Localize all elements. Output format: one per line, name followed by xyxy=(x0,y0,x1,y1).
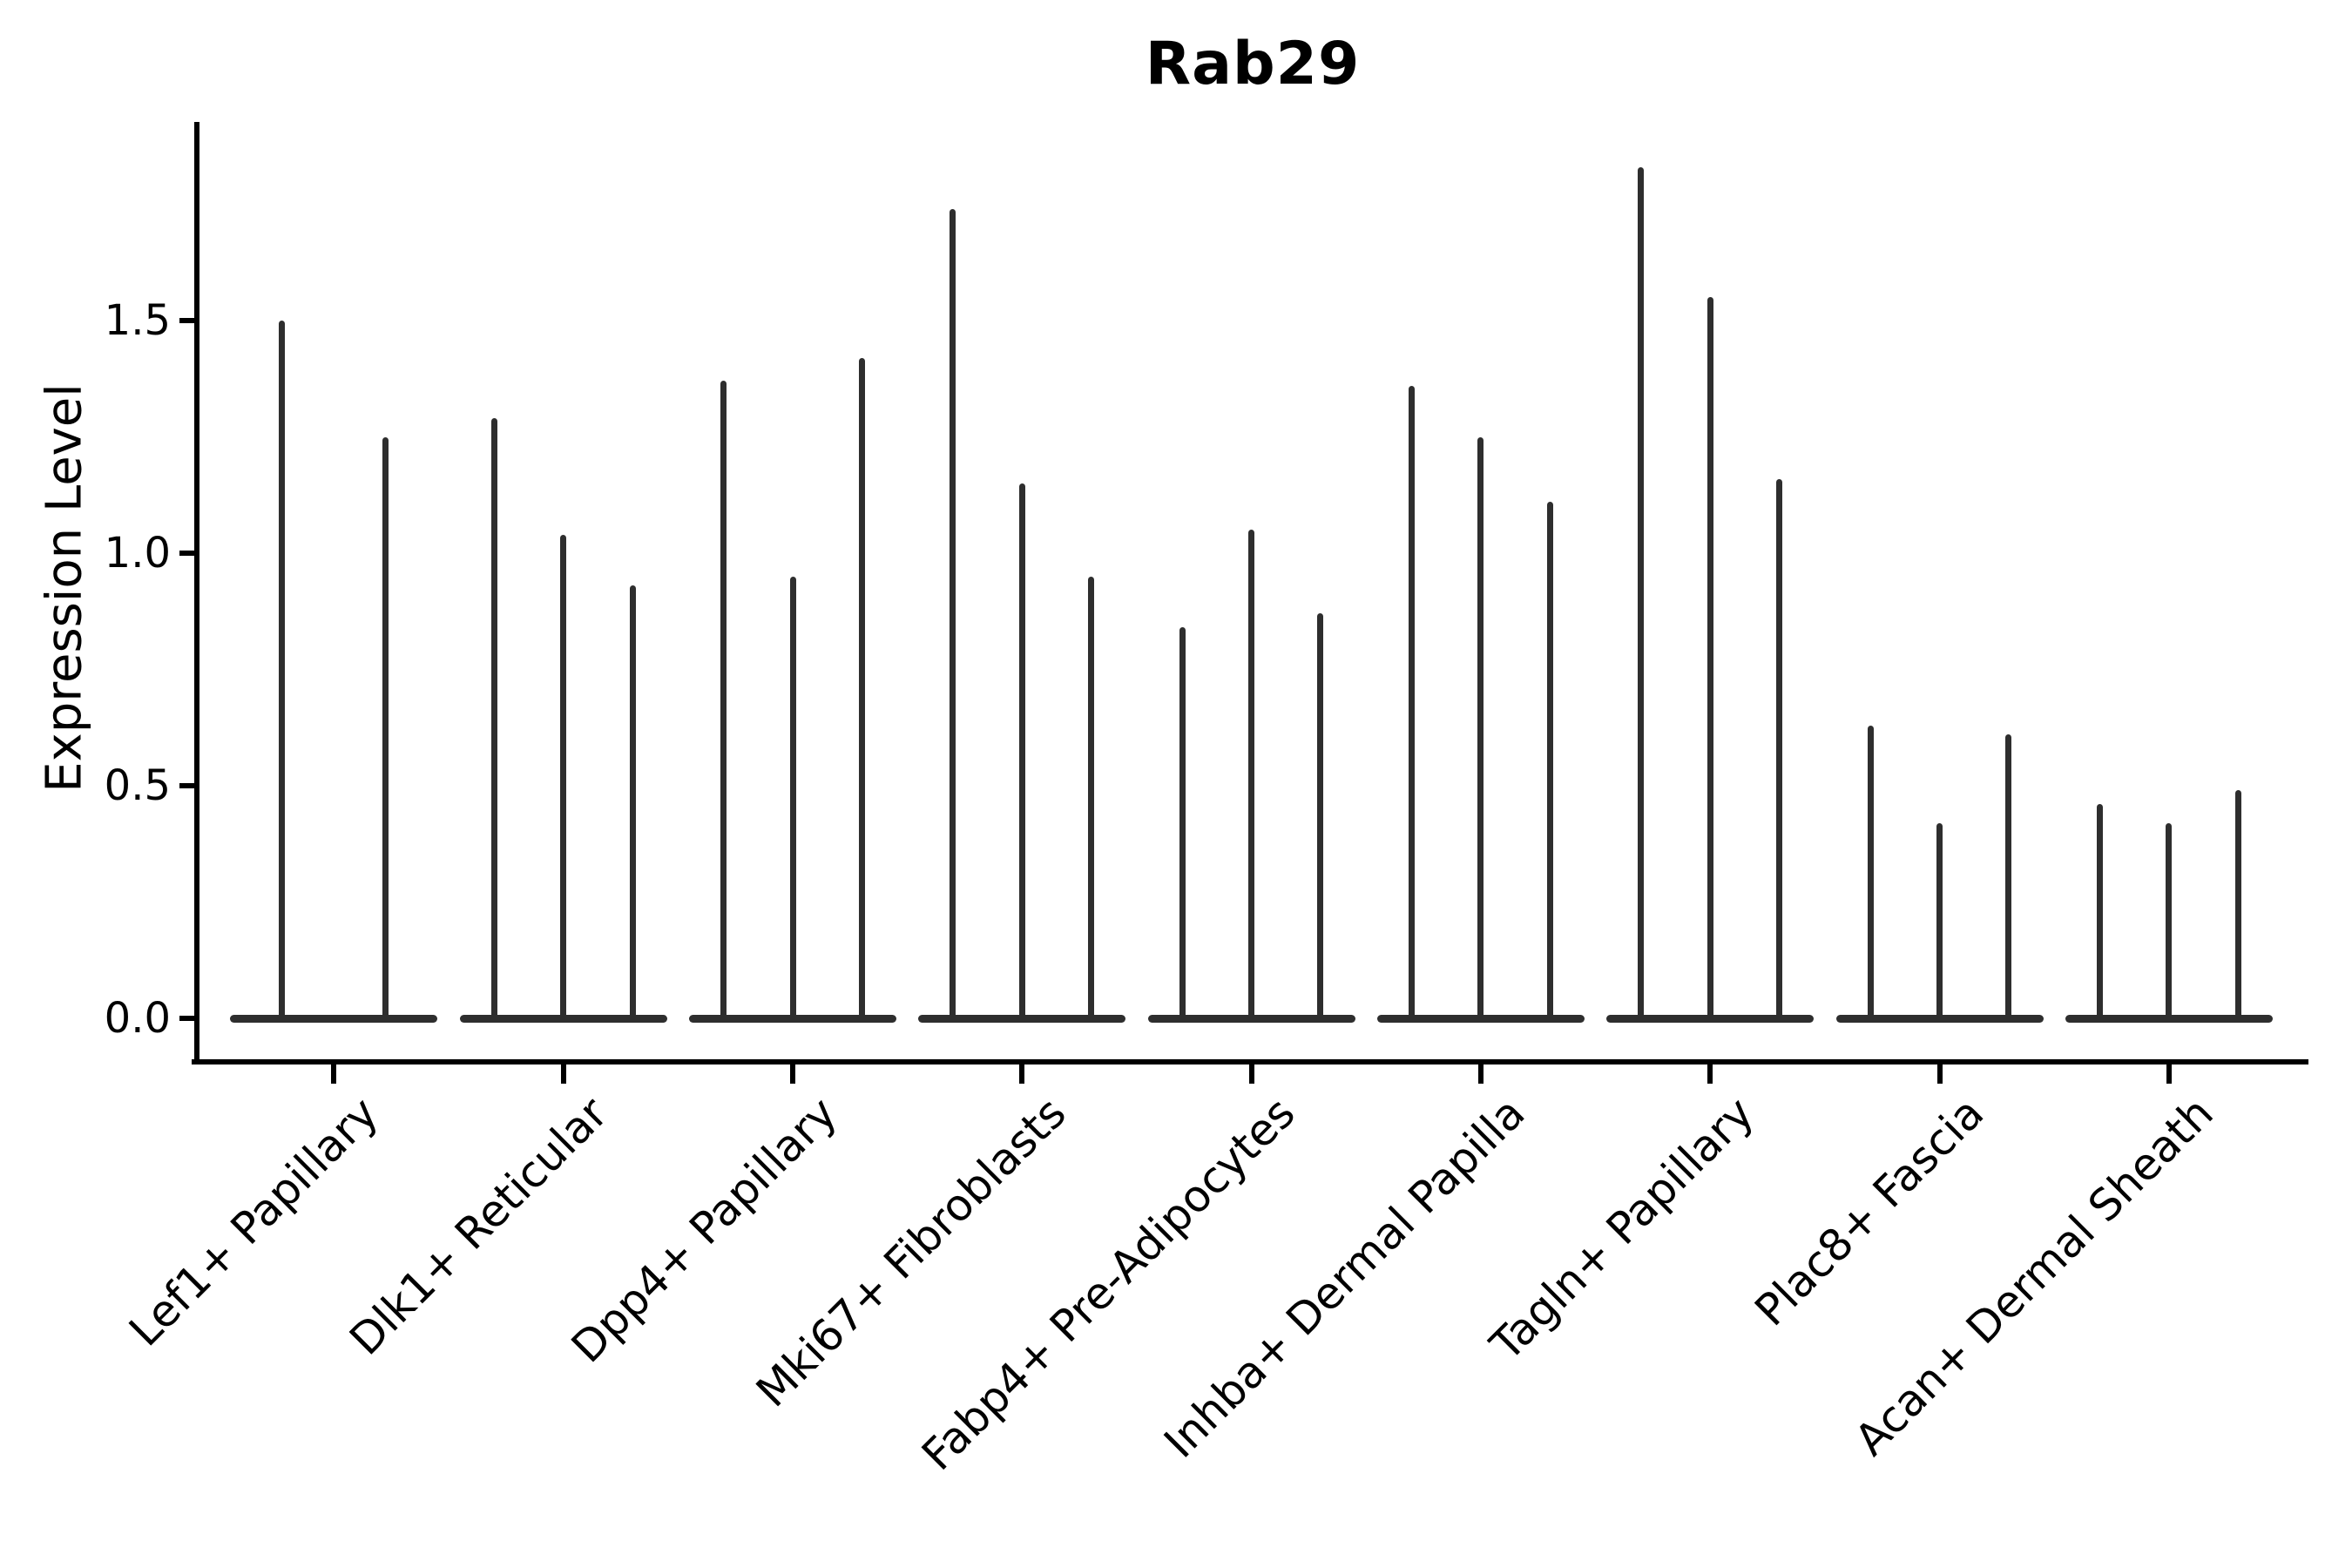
violin-spike xyxy=(950,208,956,1021)
violin-spike xyxy=(1936,822,1943,1021)
x-tick xyxy=(1477,1064,1484,1084)
violin-spike xyxy=(1018,483,1025,1021)
x-tick xyxy=(331,1064,337,1084)
violin-spike xyxy=(1477,436,1484,1021)
y-tick xyxy=(179,318,194,323)
violin-spike xyxy=(1317,613,1324,1021)
violin-spike xyxy=(629,585,636,1021)
violin-spike xyxy=(2166,822,2173,1021)
violin-spike xyxy=(279,321,286,1021)
y-tick-label: 0.5 xyxy=(104,761,171,810)
x-tick-label-text: Lef1+ Papillary xyxy=(118,1087,388,1356)
violin-spike xyxy=(858,357,865,1021)
violin-spike xyxy=(1248,530,1255,1021)
violin-spike xyxy=(1776,478,1783,1021)
violin-spike xyxy=(2096,804,2103,1021)
x-axis-spine xyxy=(192,1059,2308,1064)
violin-spike xyxy=(1638,166,1645,1021)
violin-spike xyxy=(1707,297,1713,1021)
violin-spike xyxy=(2234,790,2241,1021)
violin-spike xyxy=(789,576,796,1021)
y-tick xyxy=(179,551,194,556)
x-tick-label-text: Fabp4+ Pre-Adipocytes xyxy=(912,1087,1306,1481)
violin-spike xyxy=(2005,734,2012,1021)
x-tick xyxy=(2166,1064,2172,1084)
x-tick xyxy=(790,1064,795,1084)
violin-spike xyxy=(1409,385,1416,1021)
violin-spike xyxy=(1179,627,1186,1021)
violin-spike xyxy=(382,436,389,1021)
y-tick xyxy=(179,1016,194,1021)
x-tick xyxy=(1936,1064,1943,1084)
x-tick-label-text: Plac8+ Fascia xyxy=(1745,1087,1994,1336)
violin-spike xyxy=(720,381,727,1021)
x-tick xyxy=(560,1064,566,1084)
x-tick xyxy=(1019,1064,1025,1084)
y-tick xyxy=(179,783,194,788)
violin-spike xyxy=(1867,725,1874,1021)
y-axis-spine xyxy=(194,122,199,1064)
y-axis-label: Expression Level xyxy=(36,383,93,793)
y-tick-label: 1.0 xyxy=(104,529,171,578)
chart-title: Rab29 xyxy=(1145,30,1361,98)
violin-spike xyxy=(1088,576,1095,1021)
y-tick-label: 1.5 xyxy=(104,296,171,345)
violin-base xyxy=(230,1014,438,1023)
violin-spike xyxy=(560,534,567,1021)
y-tick-label: 0.0 xyxy=(104,994,171,1043)
violin-spike xyxy=(490,418,497,1021)
x-tick xyxy=(1707,1064,1713,1084)
violin-spike xyxy=(1546,502,1553,1021)
x-tick xyxy=(1248,1064,1254,1084)
